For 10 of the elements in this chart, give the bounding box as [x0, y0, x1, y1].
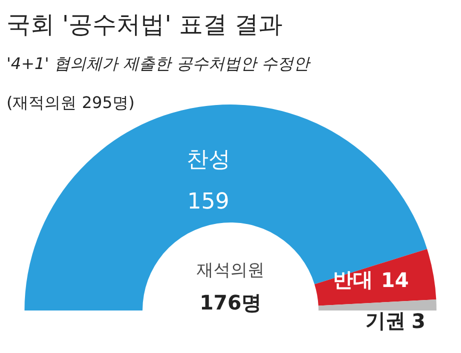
data-label: 159 — [187, 190, 230, 215]
slice-label: 기권 — [366, 308, 406, 332]
slice-label: 찬성 — [186, 148, 230, 173]
data-label: 14 — [380, 268, 409, 292]
slice-label: 반대 — [332, 267, 373, 292]
data-label: 3 — [412, 309, 426, 333]
text: 재석의원 176명 — [196, 260, 264, 314]
chart-subtitle: '4+1' 협의체가 제출한 공수처법안 수정안 — [6, 54, 312, 73]
text: (재적의원 295명) — [6, 93, 135, 112]
chart-title: 국회 '공수처법' 표결 결과 — [6, 10, 283, 38]
